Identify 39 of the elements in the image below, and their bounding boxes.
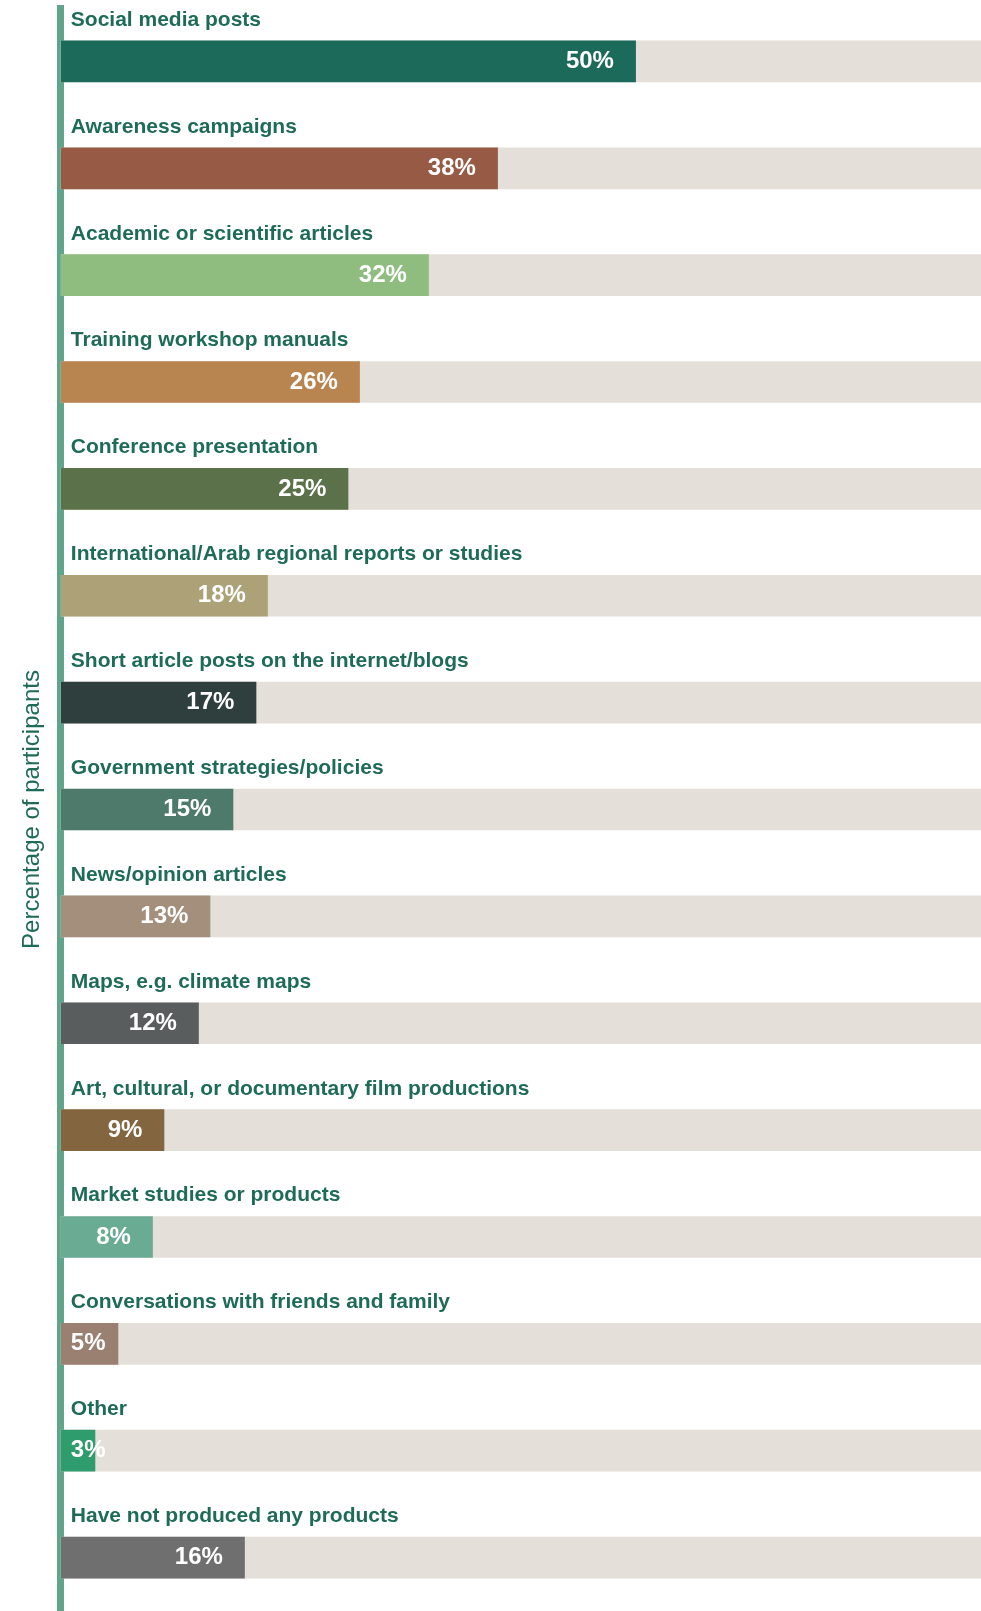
data-label: 12% (128, 1007, 177, 1035)
data-label: 17% (186, 687, 235, 715)
bar (60, 788, 234, 831)
bar (60, 1536, 245, 1579)
y-tick-label: Short article posts on the internet/blogs (70, 648, 469, 672)
bar (60, 681, 257, 724)
y-tick-label: Conference presentation (70, 434, 319, 458)
data-label: 38% (427, 152, 476, 180)
y-axis-title: Percentage of participants (17, 670, 45, 949)
y-tick-label: News/opinion articles (70, 861, 287, 885)
bar (60, 361, 360, 403)
data-label: 32% (358, 259, 407, 287)
bar (60, 574, 268, 617)
y-tick-label: Conversations with friends and family (70, 1289, 451, 1313)
y-tick-label: Art, cultural, or documentary film productions (70, 1075, 530, 1099)
y-tick-label: Social media posts (70, 6, 262, 30)
data-label: 26% (289, 366, 338, 394)
data-label: 18% (197, 580, 246, 608)
y-tick-label: Market studies or products (70, 1182, 341, 1206)
y-tick-label: Maps, e.g. climate maps (70, 968, 312, 992)
bar (60, 468, 349, 510)
y-tick-label: Have not produced any products (70, 1503, 399, 1527)
y-tick-label: International/Arab regional reports or studies (70, 541, 523, 565)
data-label: 15% (163, 794, 212, 822)
bar (60, 1109, 165, 1151)
data-label: 50% (565, 46, 614, 74)
y-tick-label: Training workshop manuals (70, 327, 349, 351)
y-tick-label: Academic or scientific articles (70, 220, 374, 244)
data-label: 5% (70, 1328, 106, 1356)
data-label: 16% (174, 1542, 223, 1570)
y-tick-label: Other (70, 1396, 127, 1420)
data-label: 8% (96, 1221, 131, 1249)
bar (60, 895, 211, 938)
data-label: 13% (140, 900, 189, 928)
bar (60, 1002, 199, 1045)
y-tick-label: Government strategies/policies (70, 754, 384, 778)
data-label: 25% (278, 473, 327, 501)
y-tick-label: Awareness campaigns (70, 113, 297, 137)
data-label: 9% (107, 1114, 143, 1142)
